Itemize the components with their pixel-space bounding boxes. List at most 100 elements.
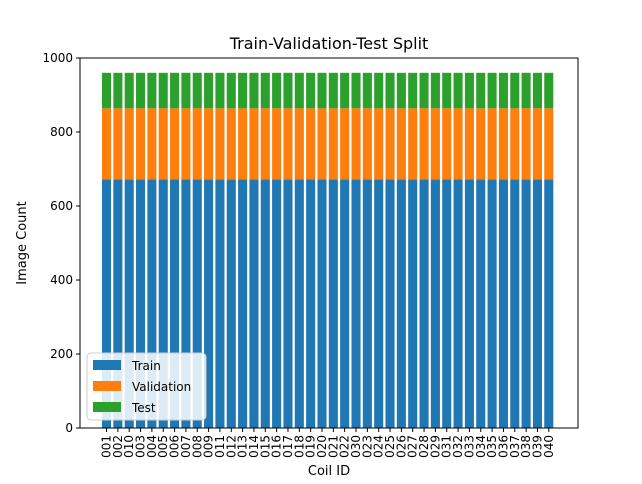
bar-train-023 [362,179,372,428]
bar-validation-009 [204,108,214,180]
bar-test-024 [374,72,384,109]
bar-validation-029 [430,108,440,180]
bar-validation-026 [396,108,406,180]
bar-validation-021 [328,108,338,180]
bar-train-007 [181,179,191,428]
bar-validation-006 [170,108,180,180]
bar-train-004 [147,179,157,428]
bar-validation-011 [215,108,225,180]
bar-train-032 [453,179,463,428]
bar-validation-036 [498,108,508,180]
bar-train-030 [351,179,361,428]
bar-validation-018 [294,108,304,180]
bar-train-019 [306,179,316,428]
bar-validation-004 [147,108,157,180]
bar-train-008 [192,179,202,428]
y-tick-label: 600 [50,199,73,213]
bar-train-002 [113,179,123,428]
bar-validation-037 [510,108,520,180]
bar-train-034 [476,179,486,428]
bar-train-029 [430,179,440,428]
bar-validation-017 [283,108,293,180]
x-axis: 0010020100030040050060070080090110120130… [100,428,556,458]
y-tick-label: 800 [50,125,73,139]
bar-train-013 [238,179,248,428]
legend-swatch-train [93,360,121,370]
x-tick-label: 033 [462,435,476,458]
x-tick-label: 040 [542,435,556,458]
bar-train-015 [260,179,270,428]
bar-test-027 [408,72,418,109]
bar-test-011 [215,72,225,109]
bar-validation-031 [442,108,452,180]
bar-test-019 [306,72,316,109]
bar-test-035 [487,72,497,109]
bar-train-037 [510,179,520,428]
bar-train-027 [408,179,418,428]
bar-validation-005 [158,108,168,180]
bar-train-040 [544,179,554,428]
bar-train-011 [215,179,225,428]
x-tick-label: 020 [315,435,329,458]
bar-train-014 [249,179,259,428]
bar-test-020 [317,72,327,109]
bar-train-018 [294,179,304,428]
bar-train-017 [283,179,293,428]
legend-swatch-test [93,402,121,412]
x-tick-label: 028 [417,435,431,458]
bar-validation-013 [238,108,248,180]
bar-validation-002 [113,108,123,180]
x-tick-label: 034 [474,435,488,458]
bar-test-037 [510,72,520,109]
bar-train-033 [464,179,474,428]
bar-test-013 [238,72,248,109]
x-tick-label: 002 [111,435,125,458]
bar-validation-027 [408,108,418,180]
bar-test-028 [419,72,429,109]
bar-train-006 [170,179,180,428]
bar-test-038 [521,72,531,109]
bar-test-004 [147,72,157,109]
bar-validation-038 [521,108,531,180]
bar-validation-034 [476,108,486,180]
x-tick-label: 035 [485,435,499,458]
x-tick-label: 006 [168,435,182,458]
bar-validation-030 [351,108,361,180]
x-tick-label: 007 [179,435,193,458]
bar-train-016 [272,179,282,428]
bar-validation-023 [362,108,372,180]
bar-validation-003 [136,108,146,180]
bar-train-024 [374,179,384,428]
bar-validation-039 [532,108,542,180]
bar-train-021 [328,179,338,428]
bar-test-016 [272,72,282,109]
x-tick-label: 001 [100,435,114,458]
bar-test-030 [351,72,361,109]
bar-test-036 [498,72,508,109]
x-tick-label: 019 [304,435,318,458]
bar-validation-028 [419,108,429,180]
plot-frame [79,57,579,429]
bars-group [102,72,554,428]
x-tick-label: 003 [134,435,148,458]
bar-test-026 [396,72,406,109]
bar-train-012 [226,179,236,428]
y-tick-label: 1000 [42,51,73,65]
bar-test-022 [340,72,350,109]
bar-validation-019 [306,108,316,180]
bar-validation-010 [124,108,134,180]
x-tick-label: 017 [281,435,295,458]
bar-train-036 [498,179,508,428]
bar-validation-016 [272,108,282,180]
legend-label-validation: Validation [132,380,191,394]
bar-train-001 [102,179,112,428]
x-tick-label: 027 [406,435,420,458]
x-tick-label: 024 [372,435,386,458]
legend-swatch-validation [93,381,121,391]
bar-test-040 [544,72,554,109]
bar-test-003 [136,72,146,109]
bar-test-021 [328,72,338,109]
x-tick-label: 030 [349,435,363,458]
bar-test-008 [192,72,202,109]
